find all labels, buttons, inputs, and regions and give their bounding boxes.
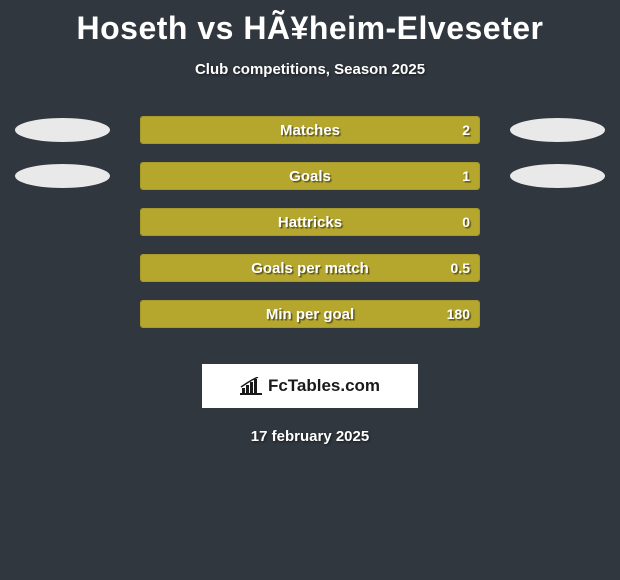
player-right-marker <box>510 164 605 188</box>
stats-rows: Matches2Goals1Hattricks0Goals per match0… <box>0 116 620 346</box>
stat-row: Goals1 <box>0 162 620 208</box>
bar-fill <box>141 163 479 189</box>
site-logo[interactable]: FcTables.com <box>202 364 418 408</box>
stat-row: Matches2 <box>0 116 620 162</box>
bar-track <box>140 162 480 190</box>
bar-fill <box>141 301 479 327</box>
player-left-marker <box>15 118 110 142</box>
bar-fill <box>141 117 479 143</box>
bar-fill <box>141 255 479 281</box>
bar-track <box>140 300 480 328</box>
page-title: Hoseth vs HÃ¥heim-Elveseter <box>0 0 620 47</box>
stat-row: Min per goal180 <box>0 300 620 346</box>
bar-track <box>140 208 480 236</box>
logo-text: FcTables.com <box>268 376 380 396</box>
player-left-marker <box>15 164 110 188</box>
bar-track <box>140 254 480 282</box>
player-right-marker <box>510 118 605 142</box>
subtitle: Club competitions, Season 2025 <box>0 61 620 78</box>
chart-icon <box>240 377 262 395</box>
date-label: 17 february 2025 <box>0 428 620 445</box>
bar-fill <box>141 209 479 235</box>
stat-row: Hattricks0 <box>0 208 620 254</box>
stat-row: Goals per match0.5 <box>0 254 620 300</box>
bar-track <box>140 116 480 144</box>
